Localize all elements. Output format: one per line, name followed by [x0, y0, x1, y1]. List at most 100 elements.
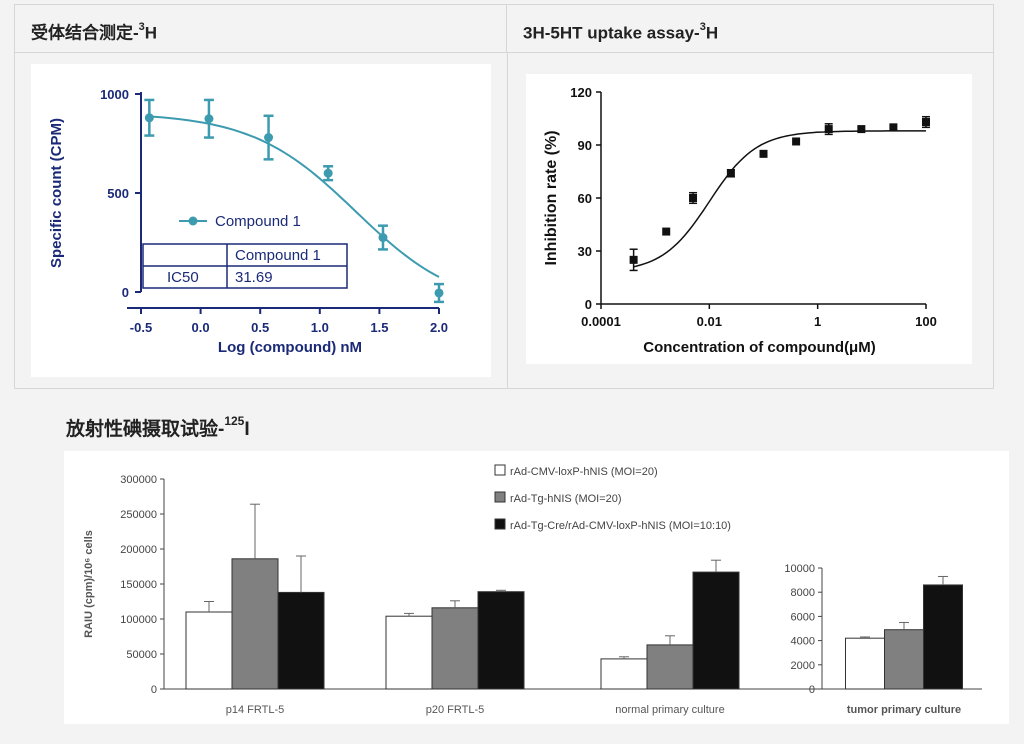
y-tick-label: 2000: [791, 660, 815, 672]
y-tick-label: 120: [570, 85, 592, 100]
data-point: [824, 125, 833, 134]
data-point: [204, 114, 214, 124]
bar: [884, 629, 924, 690]
x-tick-label: 0.0: [192, 320, 210, 335]
header-left-suffix: H: [144, 23, 158, 43]
x-axis-label: Log (compound) nM: [218, 339, 362, 356]
x-tick-label: -0.5: [130, 320, 152, 335]
y-tick-label: 500: [107, 186, 129, 201]
section-title-suffix: I: [244, 419, 250, 440]
cell-divider: [507, 53, 508, 388]
y-tick-label: 0: [151, 684, 157, 696]
data-point: [323, 168, 333, 178]
y-tick-label: 0: [122, 285, 129, 300]
uptake-chart: 0 30 60 90 120 0.0001 0.01 1 100 Concentration of…: [543, 85, 937, 356]
header-right-suffix: H: [705, 23, 719, 43]
x-tick-label: 100: [915, 314, 937, 329]
x-tick-label: 0.5: [251, 320, 269, 335]
legend-label: rAd-CMV-loxP-hNIS (MOI=20): [510, 466, 658, 478]
bar: [600, 658, 648, 690]
header-right-text: 3H-5HT uptake assay-: [523, 23, 700, 43]
data-point: [759, 149, 768, 158]
category-label: normal primary culture: [615, 704, 724, 716]
data-point: [629, 255, 638, 264]
bar: [477, 591, 525, 690]
legend-marker: [188, 216, 198, 226]
header-left-text: 受体结合测定-: [31, 23, 139, 43]
y-tick-label: 0: [585, 297, 592, 312]
bar: [692, 571, 740, 690]
bar: [277, 591, 325, 690]
bar: [923, 584, 963, 690]
section-title-sup: 125: [224, 413, 245, 428]
x-tick-label: 1.5: [370, 320, 388, 335]
binding-chart: 0 500 1000 -0.5 0.0 0.5 1.0 1.5 2.0 Log (compound…: [48, 87, 448, 356]
y-tick-label: 250000: [120, 509, 157, 521]
y-tick-label: 10000: [784, 563, 815, 575]
data-point: [689, 194, 698, 202]
category-label: p14 FRTL-5: [226, 704, 285, 716]
y-tick-label: 100000: [120, 614, 157, 626]
y-tick-label: 200000: [120, 544, 157, 556]
header-uptake-assay: 3H-5HT uptake assay-3H: [507, 5, 993, 53]
bar: [845, 637, 885, 690]
fit-curve: [633, 130, 926, 268]
bar: [431, 607, 479, 690]
legend-swatch: [494, 518, 506, 530]
y-tick-label: 50000: [126, 649, 157, 661]
data-point: [857, 125, 866, 134]
y-tick-label: 300000: [120, 474, 157, 486]
y-tick-label: 1000: [100, 87, 129, 102]
raiu-chart-panel: rAd-CMV-loxP-hNIS (MOI=20) rAd-Tg-hNIS (M…: [64, 451, 1009, 724]
y-tick-label: 8000: [791, 587, 815, 599]
raiu-chart: rAd-CMV-loxP-hNIS (MOI=20) rAd-Tg-hNIS (M…: [83, 464, 982, 716]
section-title-iodine: 放射性碘摄取试验-125I: [66, 414, 250, 441]
y-tick-label: 0: [809, 684, 815, 696]
y-tick-label: 150000: [120, 579, 157, 591]
uptake-chart-panel: 0 30 60 90 120 0.0001 0.01 1 100 Concentration of…: [526, 74, 972, 364]
x-tick-label: 0.0001: [581, 314, 621, 329]
bar: [385, 615, 433, 690]
legend-swatch: [494, 491, 506, 503]
y-axis-label: Specific count (CPM): [48, 118, 65, 268]
bar: [646, 644, 694, 690]
data-point: [922, 118, 930, 127]
x-tick-label: 1: [814, 314, 821, 329]
bar: [231, 558, 279, 690]
legend-label: Compound 1: [215, 213, 301, 230]
header-receptor-binding: 受体结合测定-3H: [15, 5, 507, 53]
x-tick-label: 2.0: [430, 320, 448, 335]
y-tick-label: 6000: [791, 611, 815, 623]
x-tick-label: 1.0: [311, 320, 329, 335]
header-right-sup: 3: [699, 21, 706, 33]
data-point: [434, 288, 444, 298]
y-tick-label: 30: [578, 244, 592, 259]
legend-swatch: [494, 464, 506, 476]
bar: [185, 611, 233, 690]
y-axis-label: Inhibition rate (%): [543, 130, 560, 265]
category-label: p20 FRTL-5: [426, 704, 485, 716]
data-point: [662, 227, 671, 236]
legend-label: rAd-Tg-Cre/rAd-CMV-loxP-hNIS (MOI=10:10): [510, 520, 731, 532]
table-cell: 31.69: [235, 269, 273, 286]
y-tick-label: 4000: [791, 636, 815, 648]
binding-chart-panel: 0 500 1000 -0.5 0.0 0.5 1.0 1.5 2.0 Log (compound…: [31, 64, 491, 377]
y-tick-label: 90: [578, 138, 592, 153]
section-title-text: 放射性碘摄取试验-: [66, 419, 225, 440]
x-axis-label: Concentration of compound(μM): [643, 339, 875, 356]
table-header: Compound 1: [235, 247, 321, 264]
fit-curve: [149, 115, 440, 278]
data-point: [726, 169, 735, 178]
data-point: [792, 137, 801, 146]
legend-label: rAd-Tg-hNIS (MOI=20): [510, 493, 622, 505]
data-point: [144, 113, 154, 123]
category-label: tumor primary culture: [847, 704, 961, 716]
data-point: [889, 123, 898, 132]
data-point: [378, 233, 388, 243]
x-tick-label: 0.01: [697, 314, 722, 329]
data-point: [264, 133, 274, 143]
y-axis-label: RAIU (cpm)/10⁶ cells: [83, 530, 95, 638]
header-left-sup: 3: [138, 21, 145, 33]
y-tick-label: 60: [578, 191, 592, 206]
table-cell: IC50: [167, 269, 199, 286]
